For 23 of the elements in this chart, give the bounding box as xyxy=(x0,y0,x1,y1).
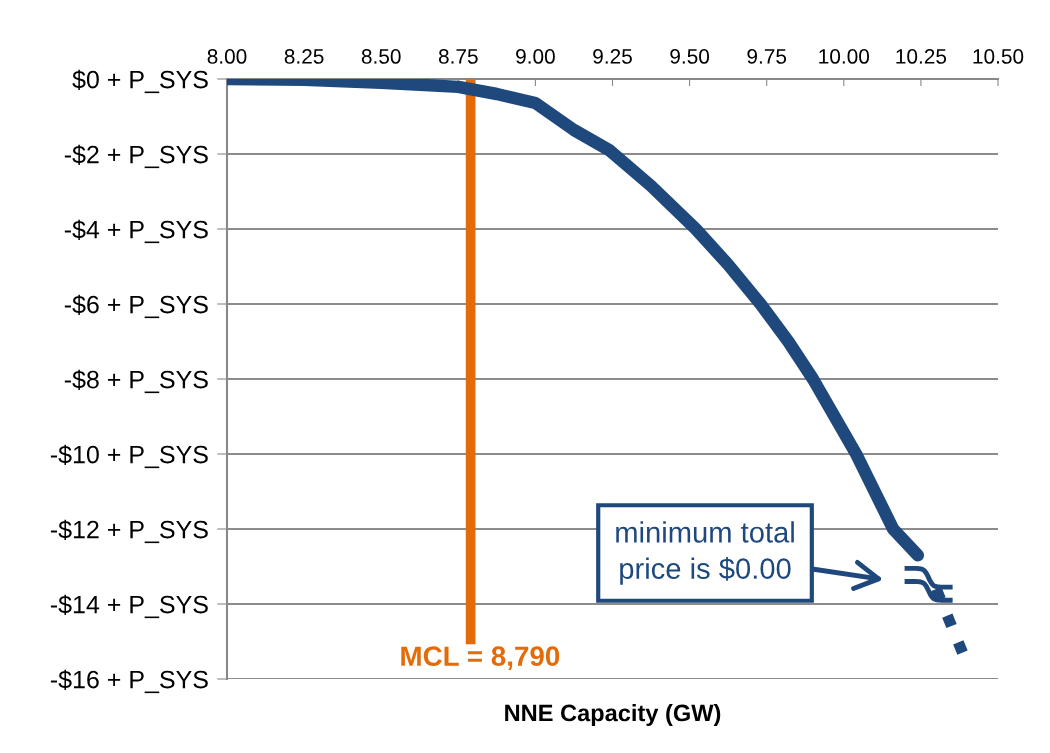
x-tick-label: 10.25 xyxy=(896,49,947,64)
y-tick-label: -$8 + P_SYS xyxy=(64,369,208,394)
y-tick-label: -$14 + P_SYS xyxy=(50,594,208,619)
x-tick-label: 9.75 xyxy=(747,49,787,64)
y-tick-label: -$12 + P_SYS xyxy=(50,519,208,544)
x-tick-label: 8.75 xyxy=(438,49,478,64)
x-tick-label: 8.25 xyxy=(284,49,324,64)
y-tick-label: -$4 + P_SYS xyxy=(64,219,208,244)
x-tick-label: 8.50 xyxy=(361,49,401,64)
x-tick-label: 8.00 xyxy=(207,49,247,64)
x-tick-label: 10.50 xyxy=(973,49,1024,64)
y-tick-label: -$2 + P_SYS xyxy=(64,144,208,169)
x-tick-label: 10.00 xyxy=(819,49,870,64)
annotation: minimum total price is $0.00 xyxy=(616,521,794,585)
y-tick-label: -$6 + P_SYS xyxy=(64,294,208,319)
y-tick-label: $0 + P_SYS xyxy=(72,69,208,94)
y-tick-label: -$10 + P_SYS xyxy=(50,444,208,469)
x-axis-title: NNE Capacity (GW) xyxy=(505,704,721,727)
ref-line-label: MCL = 8,790 xyxy=(401,646,560,671)
y-tick-label: -$16 + P_SYS xyxy=(50,669,208,694)
x-tick-label: 9.25 xyxy=(593,49,632,64)
x-tick-label: 9.50 xyxy=(670,49,710,64)
x-tick-label: 9.00 xyxy=(516,49,555,64)
